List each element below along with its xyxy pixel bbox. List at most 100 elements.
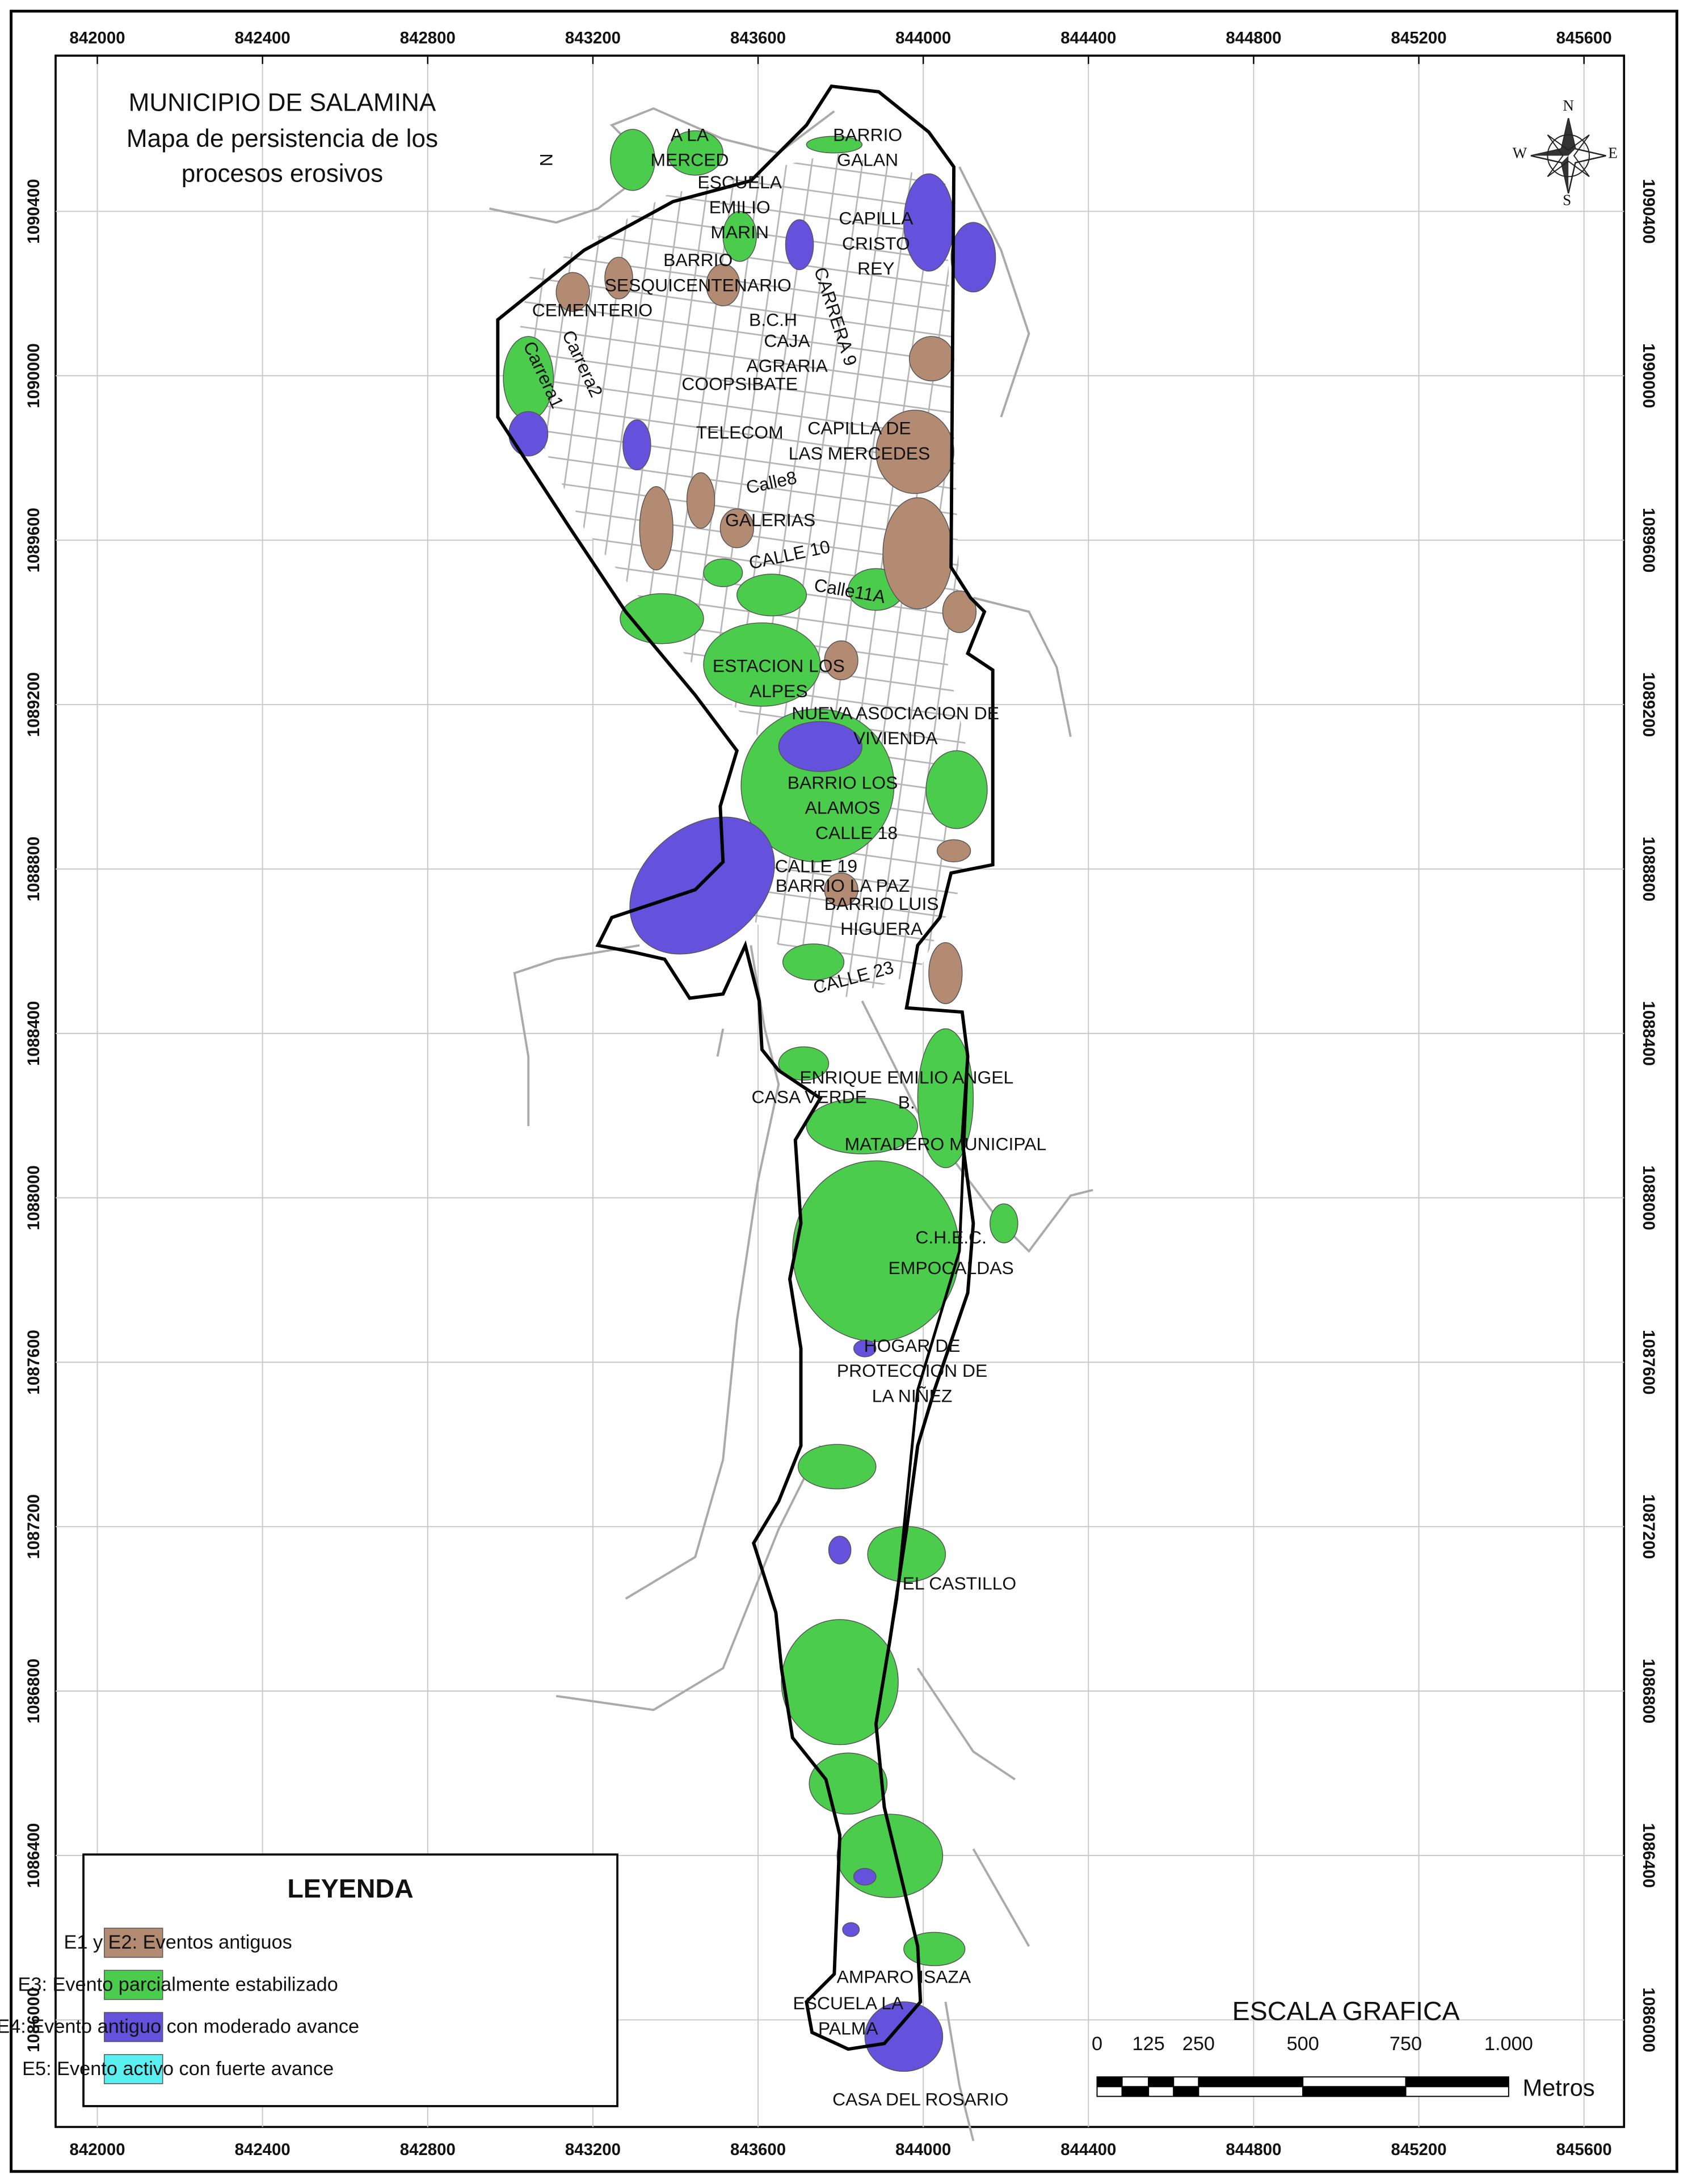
place-label: ESCUELA [697,172,782,192]
e1-e2-area [936,839,971,863]
x-tick-label-bottom: 845200 [1391,2140,1447,2159]
place-label: HOGAR DE [864,1335,961,1356]
x-tick-label-top: 843200 [565,28,621,47]
place-label: A LA [671,125,709,145]
scale-segment [1121,2086,1150,2097]
title-block: MUNICIPIO DE SALAMINA Mapa de persistenci… [127,89,438,188]
road [958,166,1030,418]
y-tick-label-right: 1086800 [1639,1659,1658,1723]
scale-segment [1173,2076,1199,2088]
place-label: GALAN [837,150,898,170]
e4-area [778,721,863,772]
scale-label: 125 [1133,2033,1165,2055]
e3-area [703,622,821,707]
scale-segment [1096,2086,1123,2097]
e3-area [806,1098,919,1154]
compass-star-minor [1547,134,1590,178]
legend-swatch [104,1970,163,2000]
place-label: CASA VERDE [751,1086,867,1107]
e4-area [853,1339,877,1357]
scale-segment [1198,2076,1304,2088]
x-tick-label-top: 845200 [1391,28,1447,47]
e1-e2-area [719,508,754,549]
x-tick-label-top: 842800 [400,28,456,47]
e3-area [736,574,807,617]
e3-area [778,1046,830,1081]
e1-e2-area [706,263,740,306]
place-label: BARRIO LA PAZ [776,875,910,896]
legend: LEYENDA E1 y E2: Eventos antiguos E3: Even… [0,1853,618,2107]
place-label: GALERIAS [725,509,815,530]
municipal-boundary [496,84,995,2051]
e4-area [629,816,775,955]
place-label: MARIN [710,222,769,242]
place-label: C.H.E.C. [915,1227,987,1247]
y-tick-label-left: 1086000 [24,1987,43,2052]
place-label: EMPOCALDAS [889,1258,1014,1278]
stream [716,1028,725,1057]
y-tick-label-right: 1088000 [1639,1165,1658,1230]
compass [1530,118,1606,193]
place-label: BARRIO [663,250,733,270]
scale-label: 250 [1182,2033,1215,2055]
x-tick-label-top: 844000 [895,28,951,47]
place-label: CALLE 19 [775,856,857,876]
x-tick-label-bottom: 843600 [730,2140,786,2159]
x-tick-label-top: 843600 [730,28,786,47]
map-title: MUNICIPIO DE SALAMINA [129,89,436,117]
y-tick-label-right: 1086000 [1639,1987,1658,2052]
y-tick-label-right: 1086400 [1639,1823,1658,1888]
place-label: EMILIO [709,197,771,217]
road [916,1667,1030,2141]
place-label: BARRIO LUIS [824,893,939,914]
place-label: LAS MERCEDES [789,443,931,463]
place-label: BARRIO LOS [788,773,898,793]
y-tick-label-right: 1090000 [1639,343,1658,408]
e4-area [828,1536,852,1565]
place-label: N [536,153,557,166]
e1-e2-area [639,486,673,571]
e3-area [722,210,757,262]
scale-title: ESCALA GRAFICA [1232,1996,1460,2026]
place-label: B. [898,1092,915,1112]
place-label: ESCUELA LA [793,1993,904,2013]
map-title: Mapa de persistencia de los [127,125,438,153]
e4-area [508,411,549,457]
e3-area [903,1932,966,1966]
y-tick-label-right: 1089200 [1639,672,1658,737]
scale-segment [1173,2086,1199,2097]
legend-swatch [104,2054,163,2084]
scale-segment [1148,2086,1175,2097]
road [489,107,835,224]
e1-e2-area [928,942,963,1005]
legend-label: E3: Evento parcialmente estabilizado [18,1974,338,1995]
scale-segment [1096,2076,1123,2088]
compass-labels: N S E W [1513,97,1618,209]
x-tick-label-top: 845600 [1556,28,1612,47]
scale-segment [1121,2076,1150,2088]
y-tick-label-right: 1087200 [1639,1494,1658,1559]
place-label: PALMA [818,2018,878,2038]
compass-letter: N [1563,97,1574,114]
boundary-inner [874,1056,970,1725]
place-label: NUEVA ASOCIACION DE [792,703,999,723]
compass-letter: S [1563,192,1571,209]
place-label: AMPARO ISAZA [837,1967,971,1987]
road [625,945,780,1600]
place-label: PROTECCION DE [837,1360,987,1381]
place-label: SESQUICENTENARIO [605,275,792,295]
legend-label: E5: Evento activo con fuerte avance [22,2058,334,2080]
place-label: B.C.H [749,310,797,330]
e3-area [667,130,724,176]
e3-area [806,136,863,154]
e1-e2-area [686,472,715,529]
y-tick-label-left: 1087600 [24,1330,43,1394]
e3-area [809,1752,888,1815]
y-tick-label-right: 1090400 [1639,179,1658,243]
e3-area [792,1160,960,1342]
y-tick-label-right: 1089600 [1639,508,1658,572]
e4-area [864,2001,944,2072]
scale-segment [1302,2076,1407,2088]
y-tick-label-left: 1086800 [24,1659,43,1723]
place-label: COOPSIBATE [681,373,798,394]
